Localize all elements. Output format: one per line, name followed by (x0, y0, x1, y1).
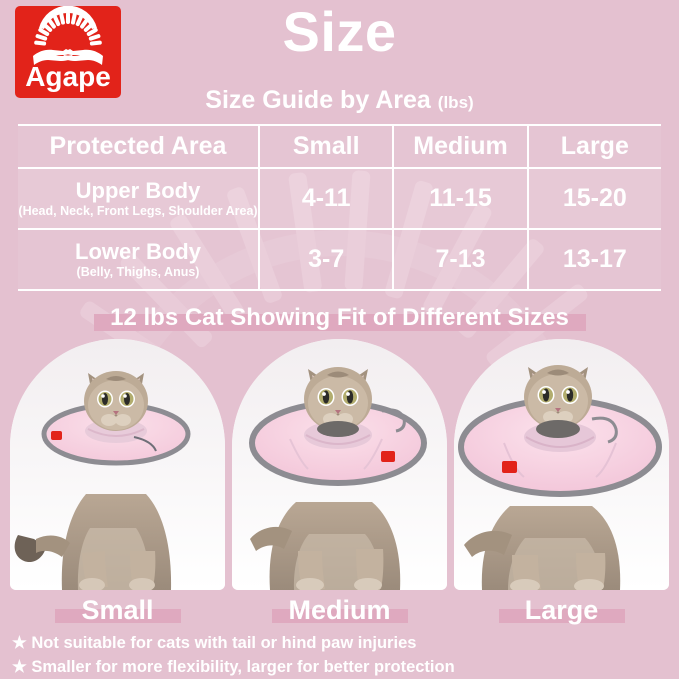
cat-wearing-large-cone (454, 339, 669, 590)
row-area-cell: Upper Body (Head, Neck, Front Legs, Shou… (18, 169, 258, 228)
heading-highlight-bar (93, 314, 586, 331)
row-large-value: 15-20 (526, 169, 661, 228)
fit-heading-text: 12 lbs Cat Showing Fit of Different Size… (110, 304, 569, 331)
size-label-medium: Medium (232, 592, 447, 628)
page-subtitle: Size Guide by Area (lbs) (0, 88, 679, 113)
fit-section-heading: 12 lbs Cat Showing Fit of Different Size… (0, 301, 679, 335)
subtitle-text: Size Guide by Area (205, 86, 431, 114)
brand-tag (502, 461, 517, 473)
photo-card-medium (232, 339, 447, 590)
page-title: Size (282, 0, 397, 63)
two-hands-reaching-icon: Agape (25, 6, 111, 92)
svg-text:Agape: Agape (25, 61, 111, 92)
area-detail: (Belly, Thighs, Anus) (76, 265, 200, 280)
area-detail: (Head, Neck, Front Legs, Shoulder Area) (18, 204, 258, 219)
size-table: Protected Area Small Medium Large Upper … (18, 124, 661, 291)
page-header: Agape Size Size Guide by Area (lbs) (0, 0, 679, 124)
row-area-cell: Lower Body (Belly, Thighs, Anus) (18, 230, 258, 289)
area-name: Lower Body (75, 238, 201, 264)
column-header-area: Protected Area (49, 132, 227, 160)
size-label-text: Medium (288, 595, 391, 625)
label-highlight-bar (271, 609, 408, 623)
subtitle-unit: (lbs) (437, 93, 474, 112)
photo-card-small (10, 339, 225, 590)
row-small-value: 3-7 (258, 230, 392, 289)
size-label-large: Large (454, 592, 669, 628)
footnotes: ★ Not suitable for cats with tail or hin… (12, 632, 679, 679)
size-label-text: Large (524, 595, 599, 625)
photo-card-large (454, 339, 669, 590)
column-header-large: Large (526, 126, 661, 167)
table-row: Upper Body (Head, Neck, Front Legs, Shou… (18, 167, 661, 228)
brand-tag (381, 451, 395, 462)
size-label-text: Small (81, 595, 154, 625)
column-header-small: Small (258, 126, 392, 167)
row-medium-value: 7-13 (392, 230, 526, 289)
footnote: ★ Smaller for more flexibility, larger f… (12, 657, 455, 676)
label-highlight-bar (498, 609, 625, 623)
row-medium-value: 11-15 (392, 169, 526, 228)
column-header-medium: Medium (392, 126, 526, 167)
footnote: ★ Not suitable for cats with tail or hin… (12, 634, 417, 652)
brand-logo: Agape (15, 6, 121, 98)
cat-wearing-small-cone (10, 339, 225, 590)
fit-photo-cards (10, 339, 669, 590)
brand-tag (51, 431, 62, 440)
size-labels: Small Medium Large (10, 592, 669, 628)
label-highlight-bar (54, 609, 181, 623)
size-label-small: Small (10, 592, 225, 628)
row-large-value: 13-17 (526, 230, 661, 289)
table-header-row: Protected Area Small Medium Large (18, 126, 661, 167)
cat-wearing-medium-cone (232, 339, 447, 590)
row-small-value: 4-11 (258, 169, 392, 228)
table-row: Lower Body (Belly, Thighs, Anus) 3-7 7-1… (18, 228, 661, 289)
area-name: Upper Body (75, 177, 201, 203)
